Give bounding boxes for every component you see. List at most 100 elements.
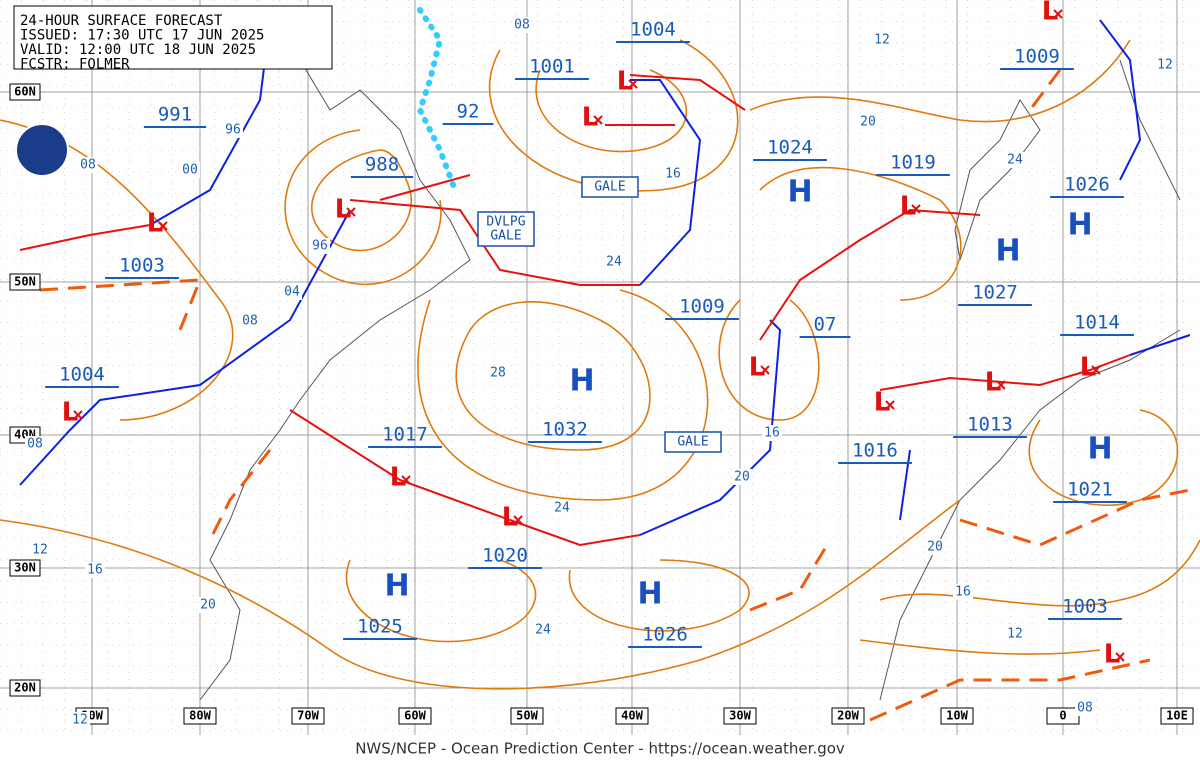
isobar-label: 24 [535, 623, 551, 638]
isobar [718, 299, 820, 421]
isobar [311, 149, 413, 252]
low-center: L [62, 398, 79, 428]
warning-text: GALE [490, 229, 521, 244]
isobar-label-bg [85, 562, 105, 578]
isobar-label-bg [1005, 626, 1025, 642]
warning-text: DVLPG [486, 215, 525, 230]
coast [199, 59, 471, 701]
low-cross [628, 79, 638, 89]
warning-box [664, 431, 722, 453]
warning-text: GALE [677, 435, 708, 450]
pressure-label: 1026 [1064, 174, 1110, 196]
lon-label: 70W [297, 709, 319, 723]
isobar-label-bg [1155, 57, 1175, 73]
logo [15, 123, 69, 177]
isobar-label: 08 [27, 437, 43, 452]
isobar-label: 12 [72, 713, 88, 728]
isobar-label: 16 [955, 585, 971, 600]
isobar-label: 16 [764, 426, 780, 441]
warm-front [349, 199, 640, 286]
low-center: L [1080, 353, 1097, 383]
isobar-label-bg [732, 469, 752, 485]
ice-edge [416, 7, 458, 193]
low-cross [760, 365, 770, 375]
low-center: L [617, 67, 634, 97]
lon-label: 10W [946, 709, 968, 723]
isobar-label: 20 [927, 540, 943, 555]
isobar-label: 08 [514, 18, 530, 33]
isobar-label: 24 [1007, 153, 1023, 168]
isobar-label-bg [604, 254, 624, 270]
low-center: L [900, 192, 917, 222]
isobar-label: 20 [200, 598, 216, 613]
cold-front [1099, 19, 1142, 181]
isobar-label: 04 [284, 285, 300, 300]
isobar [345, 559, 537, 643]
isobar-label-bg [310, 238, 330, 254]
low-center: L [1042, 0, 1059, 27]
lat-label: 20N [14, 681, 36, 695]
isobar-label-bg [70, 712, 90, 728]
low-center: L [502, 503, 519, 533]
isobar-label: 12 [874, 33, 890, 48]
pressure-label: 1026 [642, 624, 688, 646]
pressure-label: 1013 [967, 414, 1013, 436]
high-center: H [1087, 432, 1112, 467]
lon-box [615, 707, 649, 725]
trough [39, 278, 203, 331]
pressure-label: 1021 [1067, 479, 1113, 501]
pressure-label: 1014 [1074, 312, 1120, 334]
low-center: L [874, 388, 891, 418]
lon-label: 60W [404, 709, 426, 723]
lon-label: 10E [1166, 709, 1188, 723]
isobar-label: 00 [182, 163, 198, 178]
cold-front [630, 79, 702, 286]
isobar-label-bg [872, 32, 892, 48]
pressure-label: 1009 [679, 296, 725, 318]
isobar-label-bg [240, 313, 260, 329]
low-center: L [582, 103, 599, 133]
isobar-label: 20 [860, 115, 876, 130]
isobar [0, 119, 234, 421]
isobar [749, 39, 1131, 123]
isobar-label-bg [78, 157, 98, 173]
pressure-label: 1016 [852, 440, 898, 462]
cold-front [19, 209, 351, 486]
isobar-label: 12 [1007, 627, 1023, 642]
isobar [1028, 409, 1179, 506]
isobar-label-bg [1075, 700, 1095, 716]
pressure-label: 1017 [382, 424, 428, 446]
trough [1028, 69, 1062, 111]
lat-box [9, 273, 41, 291]
isobar [0, 499, 961, 690]
pressure-label: 1004 [59, 364, 105, 386]
lon-box [398, 707, 432, 725]
lon-box [1160, 707, 1194, 725]
lat-box [9, 559, 41, 577]
pressure-label: 991 [158, 104, 192, 126]
pressure-label: 988 [365, 154, 399, 176]
high-center: H [1067, 208, 1092, 243]
header-line: ISSUED: 17:30 UTC 17 JUN 2025 [20, 28, 264, 44]
warning-text: GALE [594, 180, 625, 195]
warm-front [289, 409, 641, 547]
pressure-label: 1032 [542, 419, 588, 441]
isobar-label: 96 [225, 123, 241, 138]
lon-box [723, 707, 757, 725]
low-cross [911, 204, 921, 214]
lat-label: 60N [14, 85, 36, 99]
lon-label: 0 [1059, 709, 1066, 723]
pressure-label: 1004 [630, 19, 676, 41]
pressure-label: 92 [457, 101, 480, 123]
warm-front [879, 354, 1131, 391]
isobar [759, 166, 962, 301]
lon-box [510, 707, 544, 725]
trough [208, 449, 272, 541]
isobar-label: 28 [490, 366, 506, 381]
low-center: L [749, 353, 766, 383]
isobar-label-bg [282, 284, 302, 300]
lon-label: 50W [516, 709, 538, 723]
coastlines [199, 59, 1181, 701]
lon-label: 20W [837, 709, 859, 723]
